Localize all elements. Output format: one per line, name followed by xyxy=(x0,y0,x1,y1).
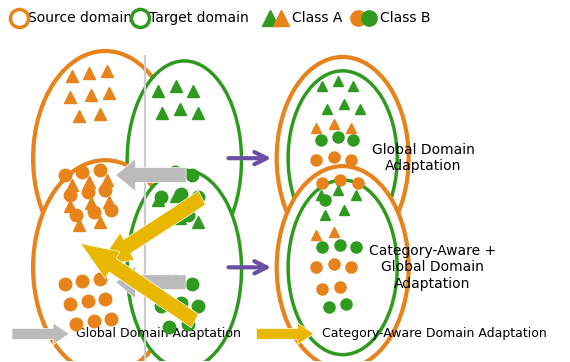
Ellipse shape xyxy=(33,51,177,265)
FancyArrow shape xyxy=(98,191,205,265)
Text: Class B: Class B xyxy=(380,11,430,25)
Ellipse shape xyxy=(127,61,242,260)
Ellipse shape xyxy=(33,160,177,362)
FancyArrow shape xyxy=(256,323,314,345)
FancyArrow shape xyxy=(116,159,186,191)
Text: Global Domain Adaptation: Global Domain Adaptation xyxy=(76,327,241,340)
Ellipse shape xyxy=(276,166,409,362)
Text: Class A: Class A xyxy=(292,11,342,25)
FancyArrow shape xyxy=(12,323,69,345)
Ellipse shape xyxy=(276,57,409,260)
Text: Global Domain
Adaptation: Global Domain Adaptation xyxy=(372,143,475,173)
Ellipse shape xyxy=(288,180,397,355)
Text: Category-Aware +
Global Domain
Adaptation: Category-Aware + Global Domain Adaptatio… xyxy=(369,244,496,291)
FancyArrow shape xyxy=(80,244,198,328)
Text: Category-Aware Domain Adaptation: Category-Aware Domain Adaptation xyxy=(323,327,547,340)
Text: Source domain: Source domain xyxy=(28,11,132,25)
Ellipse shape xyxy=(288,71,397,245)
FancyArrow shape xyxy=(116,266,186,299)
Text: Target domain: Target domain xyxy=(149,11,249,25)
Ellipse shape xyxy=(127,170,242,362)
